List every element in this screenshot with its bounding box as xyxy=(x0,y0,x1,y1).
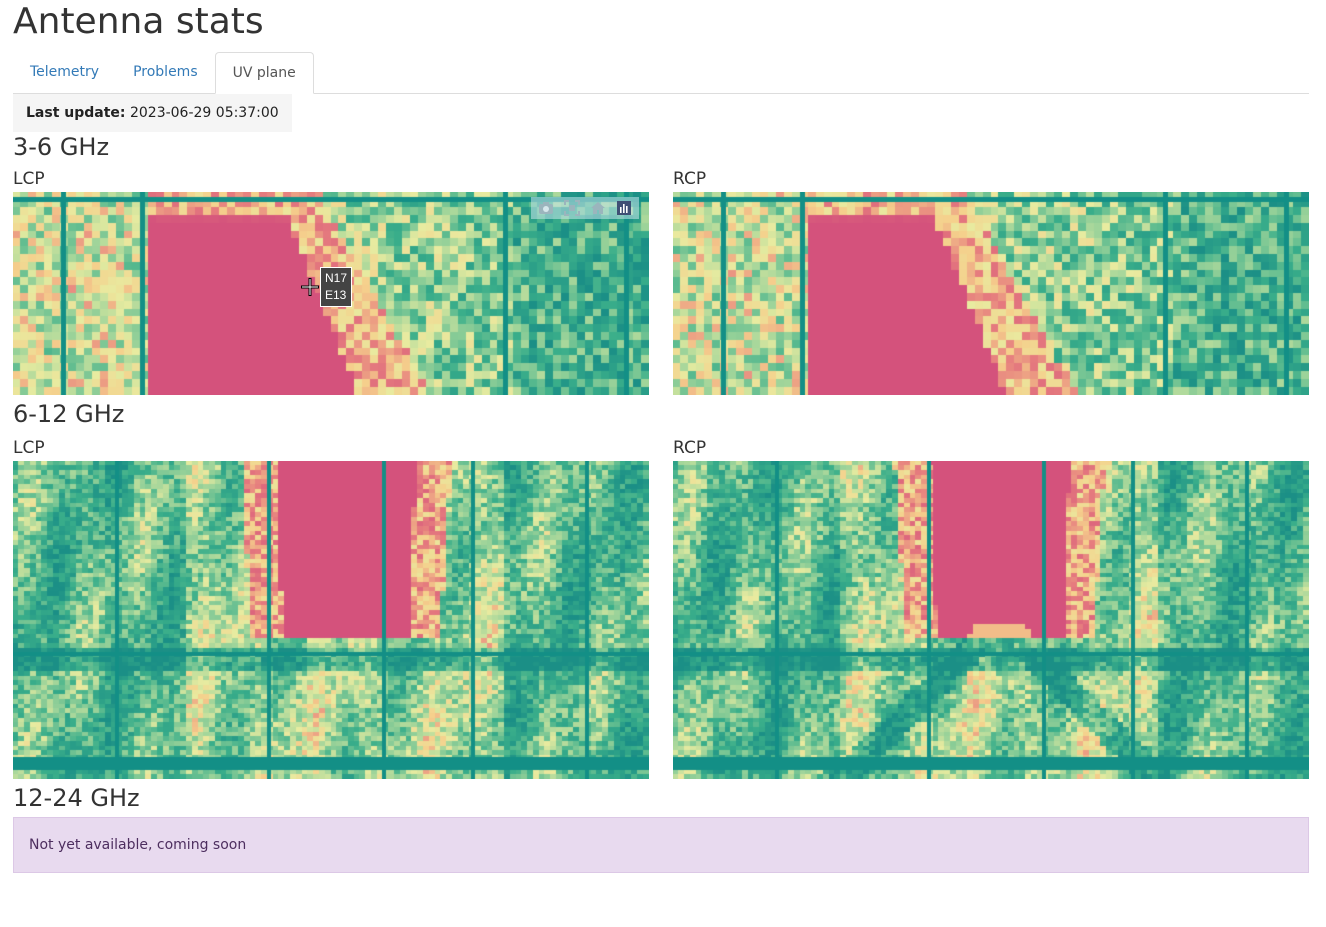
band-3-6: 3-6 GHz LCP xyxy=(13,132,1309,395)
band-title: 3-6 GHz xyxy=(13,133,110,161)
rcp-panel: RCP xyxy=(673,162,1309,395)
page: Antenna stats Telemetry Problems UV plan… xyxy=(13,0,1309,873)
lcp-panel: LCP xyxy=(13,162,649,395)
heatmap-canvas[interactable] xyxy=(673,461,1309,779)
crosshair-cursor-icon xyxy=(301,278,319,296)
plotly-logo-icon[interactable] xyxy=(613,199,635,217)
rcp-label: RCP xyxy=(673,438,707,458)
band-title: 6-12 GHz xyxy=(13,400,125,428)
autoscale-icon[interactable] xyxy=(561,199,583,217)
tab-uv-plane[interactable]: UV plane xyxy=(214,52,314,94)
plot-modebar xyxy=(531,197,639,219)
band-12-24: 12-24 GHz Not yet available, coming soon xyxy=(13,783,1309,873)
tab-telemetry[interactable]: Telemetry xyxy=(30,64,100,80)
band-title: 12-24 GHz xyxy=(13,784,140,812)
rcp-panel: RCP xyxy=(673,429,1309,779)
heatmap-canvas[interactable] xyxy=(673,192,1309,395)
pol-row: LCP RCP xyxy=(13,429,1309,779)
heatmap-plot[interactable] xyxy=(673,461,1309,779)
last-update-box: Last update: 2023-06-29 05:37:00 xyxy=(13,94,292,132)
rcp-label: RCP xyxy=(673,169,707,189)
pol-row: LCP xyxy=(13,162,1309,395)
home-icon[interactable] xyxy=(587,199,609,217)
heatmap-plot[interactable] xyxy=(673,192,1309,395)
page-title: Antenna stats xyxy=(13,1,264,42)
lcp-label: LCP xyxy=(13,438,45,458)
coming-soon-notice: Not yet available, coming soon xyxy=(13,817,1309,873)
tab-problems[interactable]: Problems xyxy=(133,64,198,80)
lcp-panel: LCP xyxy=(13,429,649,779)
tooltip-line: E13 xyxy=(325,288,347,302)
last-update-label: Last update: xyxy=(26,105,126,121)
hover-tooltip: N17 E13 xyxy=(320,267,353,307)
camera-icon[interactable] xyxy=(535,199,557,217)
last-update-value: 2023-06-29 05:37:00 xyxy=(129,105,279,121)
heatmap-plot[interactable]: N17 E13 xyxy=(13,192,649,395)
band-6-12: 6-12 GHz LCP RCP xyxy=(13,399,1309,779)
heatmap-canvas[interactable] xyxy=(13,461,649,779)
tooltip-line: N17 xyxy=(325,271,348,285)
lcp-label: LCP xyxy=(13,169,45,189)
tab-bar: Telemetry Problems UV plane xyxy=(13,52,1309,94)
heatmap-plot[interactable] xyxy=(13,461,649,779)
